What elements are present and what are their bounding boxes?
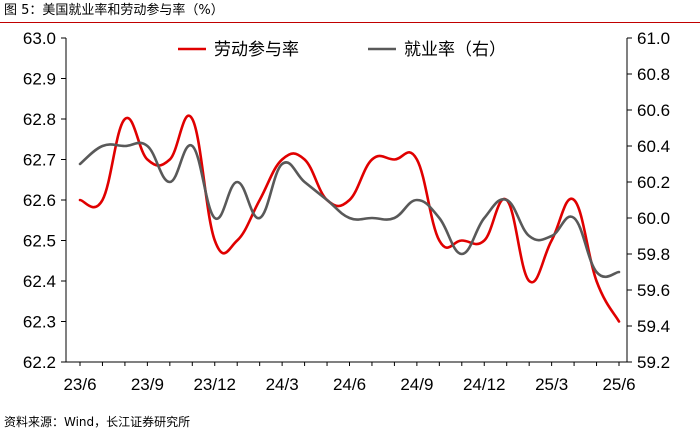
source-note: 资料来源：Wind，长江证券研究所 bbox=[4, 415, 191, 429]
right-tick-label: 59.2 bbox=[637, 353, 670, 372]
right-tick-label: 59.6 bbox=[637, 281, 670, 300]
x-tick-label: 24/9 bbox=[400, 375, 433, 394]
left-tick-label: 62.3 bbox=[23, 313, 56, 332]
right-tick-label: 60.2 bbox=[637, 173, 670, 192]
x-tick-label: 24/12 bbox=[463, 375, 506, 394]
legend-label-2: 就业率（右） bbox=[404, 40, 506, 60]
series-line-1 bbox=[78, 114, 621, 323]
left-tick-label: 63.0 bbox=[23, 29, 56, 48]
x-tick-label: 25/3 bbox=[535, 375, 568, 394]
right-tick-label: 60.6 bbox=[637, 101, 670, 120]
left-tick-label: 62.2 bbox=[23, 353, 56, 372]
legend: 劳动参与率 就业率（右） bbox=[178, 40, 506, 60]
x-tick-label: 23/12 bbox=[193, 375, 236, 394]
series-layer bbox=[78, 114, 621, 323]
right-tick-label: 60.4 bbox=[637, 137, 670, 156]
x-tick-label: 23/6 bbox=[63, 375, 96, 394]
left-tick-label: 62.8 bbox=[23, 110, 56, 129]
chart-axes: 62.2 62.3 62.4 62.5 62.6 62.7 62.8 62.9 63.0 59.2… bbox=[23, 29, 670, 394]
series-line-2 bbox=[78, 141, 621, 279]
title-rule bbox=[0, 22, 700, 23]
right-tick-label: 59.4 bbox=[637, 317, 670, 336]
left-tick-label: 62.4 bbox=[23, 272, 56, 291]
x-tick-label: 25/6 bbox=[602, 375, 635, 394]
left-tick-label: 62.9 bbox=[23, 70, 56, 89]
x-tick-label: 24/3 bbox=[266, 375, 299, 394]
right-tick-label: 60.8 bbox=[637, 65, 670, 84]
chart-title: 图 5：美国就业率和劳动参与率（%） bbox=[4, 3, 224, 18]
x-tick-label: 23/9 bbox=[131, 375, 164, 394]
legend-label-1: 劳动参与率 bbox=[214, 40, 299, 60]
right-tick-label: 61.0 bbox=[637, 29, 670, 48]
x-tick-label: 24/6 bbox=[333, 375, 366, 394]
right-tick-label: 60.0 bbox=[637, 209, 670, 228]
right-tick-label: 59.8 bbox=[637, 245, 670, 264]
left-tick-label: 62.6 bbox=[23, 191, 56, 210]
line-chart: 62.2 62.3 62.4 62.5 62.6 62.7 62.8 62.9 63.0 59.2… bbox=[23, 29, 670, 394]
left-tick-label: 62.5 bbox=[23, 232, 56, 251]
left-tick-label: 62.7 bbox=[23, 151, 56, 170]
